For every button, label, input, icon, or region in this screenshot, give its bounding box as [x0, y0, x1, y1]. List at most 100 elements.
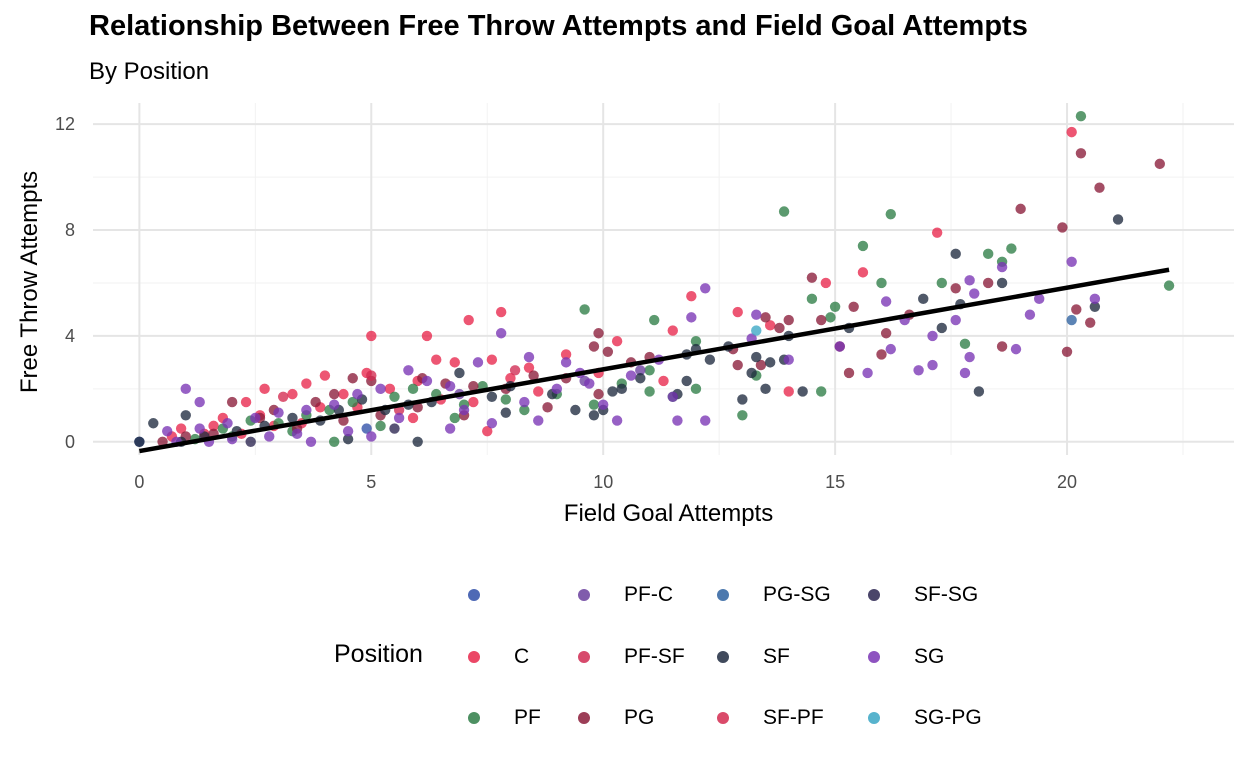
data-point — [468, 380, 479, 392]
data-point — [778, 206, 790, 217]
data-point — [737, 410, 748, 421]
data-point — [342, 425, 354, 437]
data-point — [407, 412, 419, 424]
data-point — [287, 388, 298, 400]
data-point — [690, 383, 702, 395]
x-tick-label: 15 — [825, 472, 845, 492]
data-point — [375, 383, 386, 395]
data-point — [644, 386, 655, 397]
trend-line-group — [138, 267, 1170, 454]
data-point — [560, 357, 572, 368]
data-point — [815, 386, 827, 397]
data-point — [843, 367, 855, 379]
data-point — [829, 301, 841, 312]
data-point — [1085, 317, 1096, 328]
data-point — [472, 357, 484, 368]
data-point — [825, 312, 836, 323]
data-point — [760, 383, 771, 395]
data-point — [848, 301, 859, 312]
data-point — [635, 365, 646, 376]
trend-line — [138, 267, 1170, 454]
data-point — [588, 399, 600, 410]
data-point — [134, 436, 145, 447]
data-point — [969, 288, 980, 299]
data-point — [732, 306, 743, 318]
data-point — [444, 380, 456, 392]
x-tick-label: 5 — [366, 472, 376, 492]
data-point — [862, 367, 873, 379]
y-tick-label: 12 — [55, 114, 75, 134]
data-point — [319, 370, 331, 381]
data-point — [611, 415, 623, 426]
data-point — [996, 261, 1008, 273]
data-point — [389, 391, 400, 402]
data-point — [495, 306, 507, 318]
data-point — [375, 420, 386, 432]
data-point — [1006, 243, 1017, 254]
data-point — [783, 354, 794, 365]
data-point — [222, 418, 233, 429]
data-point — [806, 272, 818, 283]
data-point — [950, 248, 961, 260]
data-point — [305, 436, 317, 447]
data-point — [876, 349, 887, 360]
data-point — [301, 404, 312, 416]
data-point — [1015, 203, 1026, 215]
data-point — [797, 386, 808, 397]
data-point — [287, 412, 298, 424]
data-point — [352, 388, 363, 400]
data-point — [519, 396, 530, 408]
y-tick-label: 4 — [65, 326, 75, 346]
data-point — [885, 208, 896, 220]
data-point — [857, 240, 869, 252]
data-point — [533, 386, 544, 397]
data-point — [449, 357, 460, 368]
data-point — [598, 399, 609, 410]
x-tick-label: 0 — [134, 472, 144, 492]
data-point — [259, 383, 270, 395]
data-point — [700, 415, 711, 426]
data-point — [240, 396, 252, 408]
data-point — [366, 330, 377, 342]
data-point — [959, 338, 971, 350]
data-point — [700, 283, 711, 294]
data-point — [602, 346, 614, 357]
data-point — [1154, 158, 1165, 170]
data-point — [486, 418, 498, 429]
data-point — [880, 328, 892, 339]
data-point — [500, 394, 512, 405]
data-point — [1112, 214, 1124, 225]
data-point — [1089, 293, 1101, 305]
data-point — [328, 388, 340, 400]
data-point — [1089, 301, 1101, 312]
data-point — [857, 267, 869, 278]
data-point — [982, 277, 994, 289]
data-point — [560, 349, 572, 360]
data-point — [996, 277, 1008, 289]
data-point — [194, 423, 205, 434]
data-point — [523, 362, 535, 373]
data-point — [570, 404, 581, 416]
data-point — [1024, 309, 1036, 320]
data-point — [950, 314, 961, 326]
data-point — [148, 418, 159, 429]
x-axis-title: Field Goal Attempts — [564, 500, 773, 527]
data-point — [328, 399, 340, 410]
grid-lines — [93, 103, 1234, 455]
data-point — [658, 375, 669, 387]
data-point — [310, 396, 321, 408]
data-point — [194, 396, 205, 408]
data-point — [421, 375, 433, 387]
data-point — [764, 357, 776, 368]
data-point — [495, 328, 507, 339]
data-point — [542, 402, 553, 413]
data-point — [746, 367, 757, 379]
data-point — [704, 354, 716, 365]
data-point — [936, 277, 947, 289]
axis-labels: 0 5 10 15 20 0 4 8 12 Field Goal Attempts Free Thr… — [16, 114, 1077, 527]
data-point — [751, 309, 762, 320]
data-point — [342, 433, 354, 445]
data-point — [996, 341, 1008, 352]
data-point — [505, 373, 516, 384]
data-point — [588, 341, 600, 352]
